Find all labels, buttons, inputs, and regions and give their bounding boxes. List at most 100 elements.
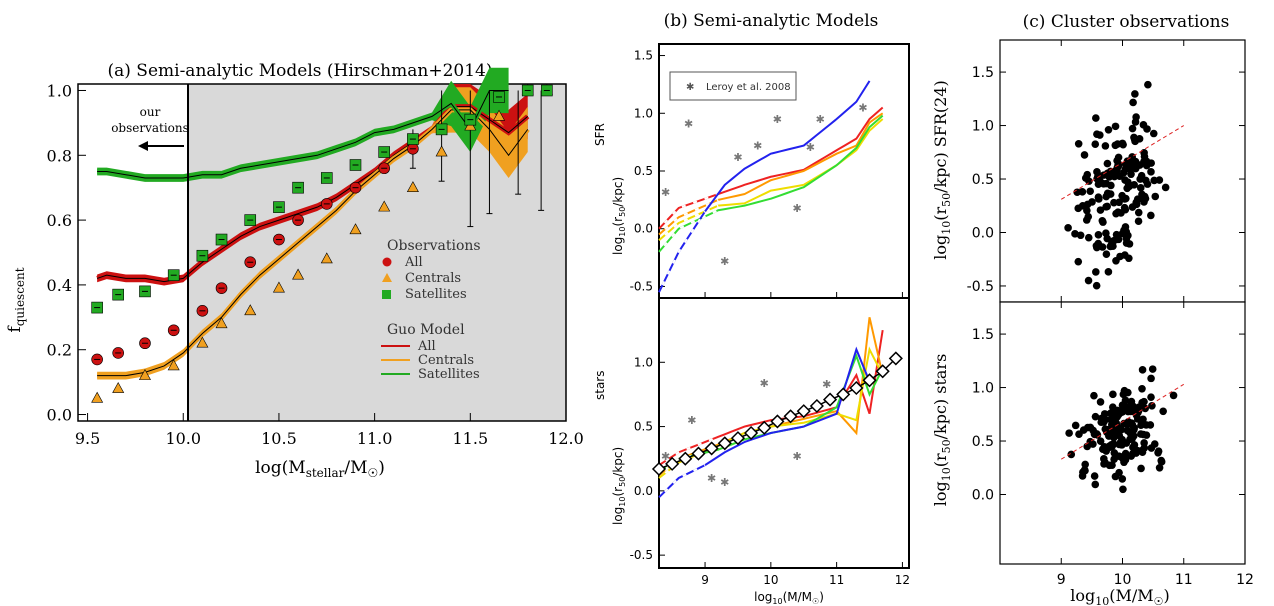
obs-centrals-point xyxy=(292,268,305,280)
diamond-point xyxy=(678,451,693,466)
scatter-point xyxy=(1143,125,1151,133)
scatter-point xyxy=(1092,430,1101,438)
leroy-point: ✱ xyxy=(661,186,670,199)
panel-c-title: (c) Cluster observations xyxy=(1023,12,1230,32)
scatter-point xyxy=(1136,184,1145,192)
annotation-our: our xyxy=(140,105,161,119)
scatter-point xyxy=(1137,171,1146,180)
scatter-point xyxy=(1115,452,1123,460)
scatter-point xyxy=(1118,139,1127,148)
y-tick-label: 0.4 xyxy=(47,276,72,295)
scatter-point xyxy=(1147,393,1155,401)
diamond-point xyxy=(822,392,838,407)
x-tick-label: 10 xyxy=(1114,572,1132,588)
scatter-point xyxy=(1091,140,1100,149)
panel-a-frame xyxy=(77,83,567,422)
scatter-point xyxy=(1150,176,1158,185)
scatter-point xyxy=(1102,250,1111,258)
scatter-point xyxy=(1075,430,1083,438)
scatter-point xyxy=(1088,198,1096,206)
diamond-point xyxy=(757,420,772,435)
scatter-point xyxy=(1121,456,1130,464)
series-green-dash xyxy=(658,209,719,253)
scatter-point xyxy=(1140,192,1149,201)
scatter-point xyxy=(1101,415,1110,424)
legend-model-centrals: Centrals xyxy=(418,353,474,368)
scatter-point xyxy=(1150,440,1159,448)
scatter-point xyxy=(1071,421,1080,430)
y-tick-label: 1.0 xyxy=(47,81,72,100)
scatter-point xyxy=(1091,480,1100,489)
scatter-point xyxy=(1083,423,1092,432)
obs-centrals-point xyxy=(167,359,180,371)
scatter-point xyxy=(1114,235,1123,244)
series-orange-dash xyxy=(658,443,719,477)
scatter-point xyxy=(1098,243,1107,251)
leroy-point: ✱ xyxy=(816,113,825,126)
x-tick-label: 11 xyxy=(1175,572,1193,588)
panel-a: (a) Semi-analytic Models (Hirschman+2014… xyxy=(5,61,584,480)
legend-centrals-marker xyxy=(382,273,392,282)
scatter-point xyxy=(1129,98,1137,107)
scatter-point xyxy=(1138,384,1146,393)
arrow-left-icon xyxy=(138,141,148,151)
scatter-point xyxy=(1071,230,1079,238)
series-yellow-dash xyxy=(658,204,719,242)
scatter-point xyxy=(1140,397,1148,406)
model-band-all xyxy=(97,84,528,286)
scatter-point xyxy=(1121,396,1130,405)
x-tick-label: 11.5 xyxy=(453,429,489,448)
legend-model-all: All xyxy=(417,339,436,354)
scatter-point xyxy=(1065,429,1073,437)
scatter-point xyxy=(1092,268,1100,276)
scatter-point xyxy=(1092,281,1101,290)
model-centerline-satellites xyxy=(97,89,509,179)
scatter-point xyxy=(1078,202,1087,210)
scatter-point xyxy=(1095,195,1103,203)
obs-centrals-point xyxy=(378,200,391,212)
legend-all-marker xyxy=(382,257,392,267)
scatter-point xyxy=(1143,180,1152,188)
scatter-point xyxy=(1161,183,1170,192)
leroy-legend-box xyxy=(669,71,797,101)
scatter-point xyxy=(1146,421,1155,429)
diamond-point xyxy=(888,351,903,366)
scatter-point xyxy=(1074,140,1083,148)
scatter-point xyxy=(1104,125,1113,134)
scatter-point xyxy=(1100,410,1109,418)
diamond-point xyxy=(770,414,785,429)
leroy-point: ✱ xyxy=(773,113,782,126)
scatter-point xyxy=(1121,223,1130,231)
scatter-point xyxy=(1096,398,1105,406)
y-tick-label: -0.5 xyxy=(630,548,653,562)
scatter-point xyxy=(1134,217,1143,226)
leroy-point: ✱ xyxy=(733,151,742,164)
scatter-point xyxy=(1073,188,1081,197)
scatter-point xyxy=(1147,374,1155,383)
scatter-point xyxy=(1101,142,1110,150)
obs-centrals-point xyxy=(435,145,448,157)
y-tick-label: -0.5 xyxy=(630,279,653,293)
scatter-point xyxy=(1155,463,1164,472)
scatter-point xyxy=(1080,151,1089,159)
scatter-point xyxy=(1074,257,1083,266)
y-tick-label: 0.5 xyxy=(972,172,994,188)
leroy-point: ✱ xyxy=(720,255,729,268)
obs-centrals-point xyxy=(349,223,362,235)
x-tick-label: 12.0 xyxy=(548,429,584,448)
diamond-point xyxy=(849,380,864,396)
panel-c-xlabel: log10(M/M☉) xyxy=(1070,586,1170,606)
legend-obs-satellites: Satellites xyxy=(405,287,467,302)
scatter-point xyxy=(1112,410,1120,419)
y-tick-label: 0.6 xyxy=(47,211,72,230)
scatter-point xyxy=(1105,461,1114,470)
model-legend-title: Guo Model xyxy=(387,322,465,338)
leroy-point: ✱ xyxy=(822,378,831,391)
scatter-point xyxy=(1120,386,1129,395)
leroy-point: ✱ xyxy=(707,472,716,485)
y-tick-label: 0.5 xyxy=(634,164,653,178)
obs-centrals-point xyxy=(244,304,257,316)
panel-a-ylabel: fquiescent xyxy=(5,267,27,332)
diamond-point xyxy=(730,431,746,446)
